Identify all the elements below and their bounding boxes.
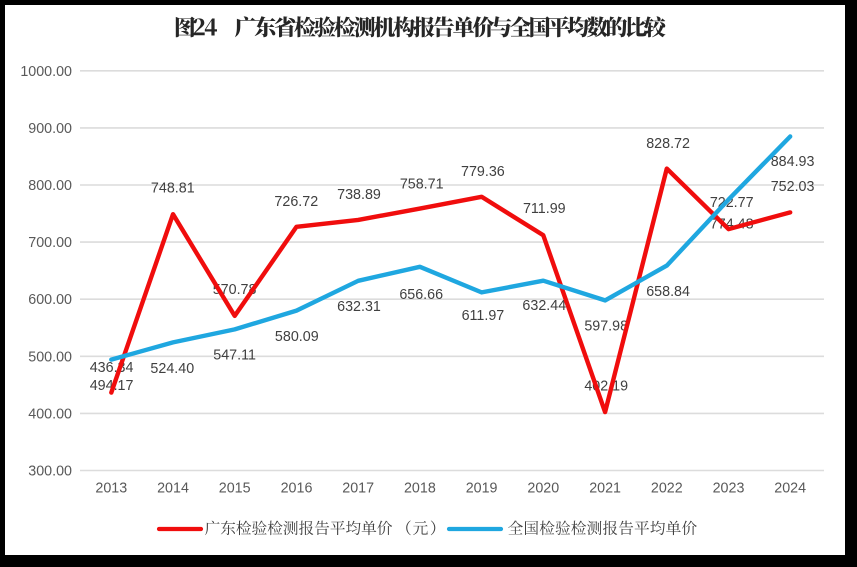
svg-text:900.00: 900.00 <box>28 121 72 137</box>
svg-text:828.72: 828.72 <box>646 136 690 152</box>
svg-text:2014: 2014 <box>157 481 189 497</box>
svg-text:2018: 2018 <box>404 481 436 497</box>
svg-text:748.81: 748.81 <box>151 181 195 197</box>
svg-text:2019: 2019 <box>466 481 498 497</box>
svg-text:884.93: 884.93 <box>771 154 815 170</box>
svg-text:738.89: 738.89 <box>337 187 381 203</box>
svg-text:2021: 2021 <box>589 481 621 497</box>
svg-text:611.97: 611.97 <box>462 308 505 324</box>
svg-text:1000.00: 1000.00 <box>20 64 72 80</box>
svg-text:402.19: 402.19 <box>584 379 628 395</box>
svg-text:2020: 2020 <box>527 481 559 497</box>
svg-text:711.99: 711.99 <box>523 201 566 217</box>
svg-text:752.03: 752.03 <box>771 179 815 195</box>
svg-text:2015: 2015 <box>219 481 251 497</box>
svg-text:758.71: 758.71 <box>400 177 444 193</box>
svg-text:600.00: 600.00 <box>28 292 72 308</box>
svg-text:779.36: 779.36 <box>461 164 505 180</box>
svg-text:2023: 2023 <box>713 481 745 497</box>
svg-text:500.00: 500.00 <box>28 349 72 365</box>
svg-text:524.40: 524.40 <box>150 361 194 377</box>
svg-text:597.98: 597.98 <box>584 318 628 334</box>
svg-text:580.09: 580.09 <box>275 329 319 345</box>
svg-text:2024: 2024 <box>774 481 806 497</box>
svg-text:300.00: 300.00 <box>28 464 72 480</box>
svg-text:2022: 2022 <box>651 481 683 497</box>
svg-text:547.11: 547.11 <box>213 348 256 364</box>
svg-text:656.66: 656.66 <box>399 287 443 303</box>
svg-text:700.00: 700.00 <box>28 235 72 251</box>
svg-text:2017: 2017 <box>342 481 374 497</box>
svg-text:632.44: 632.44 <box>522 298 566 314</box>
svg-text:2016: 2016 <box>281 481 313 497</box>
svg-text:2013: 2013 <box>95 481 127 497</box>
svg-text:726.72: 726.72 <box>274 194 318 210</box>
svg-text:658.84: 658.84 <box>646 284 690 300</box>
svg-text:632.31: 632.31 <box>337 299 381 315</box>
svg-text:436.34: 436.34 <box>90 360 134 376</box>
svg-text:400.00: 400.00 <box>28 406 72 422</box>
svg-text:800.00: 800.00 <box>28 178 72 194</box>
